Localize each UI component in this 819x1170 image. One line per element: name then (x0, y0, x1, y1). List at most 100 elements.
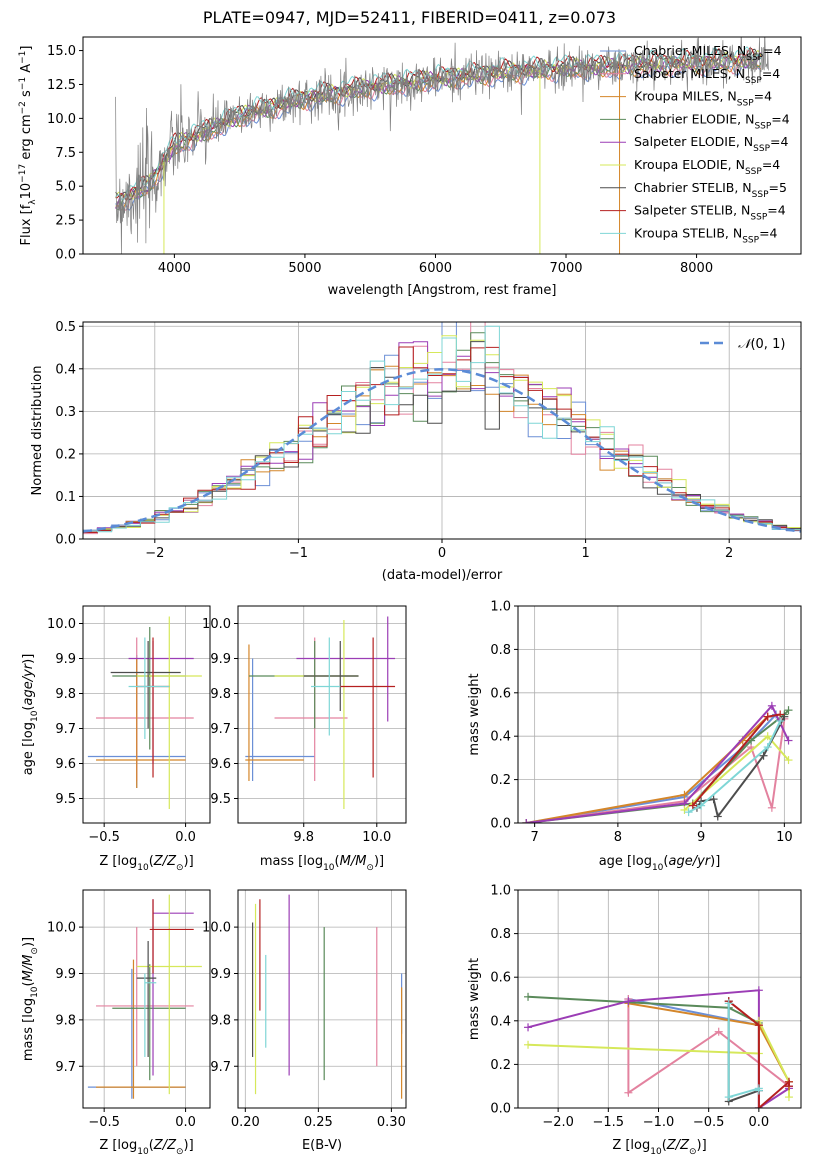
errorbar-point-salpeter-stelib (340, 637, 396, 778)
gaussian-curve (83, 368, 801, 533)
y-tick-label: 9.8 (55, 1013, 76, 1028)
x-tick-label: 0.0 (175, 1115, 196, 1130)
y-tick-label: 0.0 (55, 533, 76, 548)
x-tick-label: 0.20 (231, 1115, 260, 1130)
y-tick-label: 0.4 (490, 1014, 511, 1029)
y-tick-label: 9.6 (210, 757, 231, 772)
residual-histogram-chart: −2 −1 0 1 2 0.0 0.1 0.2 0.3 0.4 0.5 𝒩(0, 1) (data-mo… (30, 320, 802, 583)
spectrum-legend: Chabrier MILES, NSSP=4 Salpeter MILES, NS… (600, 43, 790, 245)
ebv-mass-errorbar-chart-frame (237, 889, 407, 1109)
age-mass-weight-chart: 7 8 9 10 0.0 0.2 0.4 0.6 0.8 1.0 age [log10(age/yr… (467, 600, 802, 873)
y-tick-label: 7.5 (55, 146, 76, 161)
y-tick-label: 9.9 (55, 967, 76, 982)
y-tick-label: 0.3 (55, 405, 76, 420)
y-tick-label: 10.0 (47, 921, 76, 936)
y-tick-label: 10.0 (202, 921, 231, 936)
legend-entry: Salpeter STELIB, NSSP=4 (634, 203, 786, 223)
y-tick-label: 12.5 (47, 78, 76, 93)
legend-entry: Salpeter MILES, NSSP=4 (634, 66, 780, 86)
x-tick-label: −2.0 (542, 1115, 574, 1130)
mass-weight-series-chabrier-miles (522, 710, 781, 823)
mass-weight-line (696, 716, 786, 819)
y-tick-label: 0.2 (490, 1058, 511, 1073)
y-tick-label: 9.7 (55, 722, 76, 737)
y-tick-label: 0.4 (490, 730, 511, 745)
x-tick-label: −1 (289, 546, 308, 561)
y-tick-label: 0.6 (490, 686, 511, 701)
y-axis-label: age [log10(age/yr)] (21, 654, 40, 776)
mass-weight-series-chabrier-elodie (524, 992, 763, 1027)
mass-weight-series-salpeter-stelib (724, 997, 793, 1108)
errorbar-point-chabrier-elodie (112, 964, 186, 1081)
z-mass-weight-chart: −2.0 −1.5 −1.0 −0.5 0.0 0.0 0.2 0.4 0.6 0.8 1.0 Z [… (467, 884, 802, 1157)
z-mass-weight-chart-frame (517, 889, 802, 1109)
errorbar-point-kroupa-stelib (311, 637, 341, 736)
mass-age-errorbar-chart-plot-area (245, 616, 396, 809)
errorbar-point-chabrier-elodie (112, 627, 186, 750)
errorbar-point-chabrier-stelib (136, 941, 157, 1057)
y-axis-label: mass weight (467, 673, 482, 755)
y-axis-label: mass weight (467, 958, 482, 1040)
mass-weight-line (526, 713, 777, 823)
age-mass-weight-chart-frame (517, 605, 802, 824)
page-title: PLATE=0947, MJD=52411, FIBERID=0411, z=0… (202, 8, 617, 27)
y-tick-label: 0.2 (55, 447, 76, 462)
model-line-kroupa-stelib (115, 46, 762, 201)
z-age-errorbar-chart: −0.5 0.0 9.5 9.6 9.7 9.8 9.9 10.0 Z [log10(Z/Z⊙)… (21, 605, 211, 873)
errorbar-point-kroupa-elodie (136, 616, 202, 809)
mass-weight-series-chabrier-elodie (522, 706, 793, 823)
legend-entry: Salpeter ELODIE, NSSP=4 (634, 134, 789, 154)
observed-spectrum-line (115, 37, 769, 254)
y-tick-label: 5.0 (55, 180, 76, 195)
x-tick-label: 0 (438, 546, 446, 561)
y-tick-label: 15.0 (47, 44, 76, 59)
y-tick-label: 9.7 (210, 1060, 231, 1075)
x-tick-label: 0.25 (304, 1115, 333, 1130)
x-tick-label: 0.0 (749, 1115, 770, 1130)
errorbar-point-salpeter-elodie (296, 616, 396, 722)
spectrum-chart-plot-area (115, 37, 769, 254)
model-line-salpeter-stelib (115, 47, 762, 201)
x-axis-label: E(B-V) (302, 1138, 342, 1153)
mass-weight-series-kroupa-stelib (724, 999, 763, 1102)
errorbar-point-chabrier-stelib (110, 641, 181, 729)
y-tick-label: 1.0 (490, 600, 511, 615)
y-tick-label: 0.5 (55, 320, 76, 335)
z-mass-errorbar-chart-plot-area (87, 894, 202, 1099)
y-tick-label: 9.5 (210, 792, 231, 807)
ebv-mass-errorbar-chart-plot-area (252, 894, 403, 1099)
residual-histogram-chart-plot-area (83, 322, 801, 539)
errorbar-point-salpeter-elodie (152, 899, 194, 1076)
legend-entry: Chabrier MILES, NSSP=4 (634, 43, 782, 63)
x-tick-label: 7 (531, 830, 539, 845)
x-tick-label: 6000 (419, 261, 452, 276)
x-tick-label: −0.5 (88, 1115, 120, 1130)
errorbar-point-kroupa-stelib (144, 973, 157, 1057)
x-tick-label: 9 (697, 830, 705, 845)
x-tick-label: 10.0 (362, 830, 391, 845)
histogram-step-salpeter-stelib (83, 346, 801, 539)
y-tick-label: 0.2 (490, 773, 511, 788)
y-tick-label: 0.1 (55, 490, 76, 505)
mass-weight-line (688, 720, 782, 813)
gaussian-legend-label: 𝒩(0, 1) (738, 337, 785, 352)
y-tick-label: 9.9 (210, 967, 231, 982)
x-tick-label: 9.8 (293, 830, 314, 845)
x-tick-label: 4000 (158, 261, 191, 276)
legend-entry: Kroupa MILES, NSSP=4 (634, 89, 772, 109)
z-age-errorbar-chart-frame (82, 605, 211, 824)
y-tick-label: 9.6 (55, 757, 76, 772)
legend-entry: Kroupa ELODIE, NSSP=4 (634, 157, 780, 177)
legend-entry: Chabrier STELIB, NSSP=5 (634, 180, 787, 200)
y-tick-label: 2.5 (55, 214, 76, 229)
x-tick-label: −1.5 (593, 1115, 625, 1130)
mass-weight-series-kroupa-elodie (680, 732, 793, 814)
y-tick-label: 10.0 (202, 617, 231, 632)
y-tick-label: 9.8 (55, 687, 76, 702)
spectrum-chart-frame (82, 36, 802, 255)
errorbar-point-kroupa-elodie (274, 620, 359, 809)
x-tick-label: −2 (145, 546, 164, 561)
y-tick-label: 0.0 (55, 248, 76, 263)
x-tick-label: 1 (581, 546, 589, 561)
